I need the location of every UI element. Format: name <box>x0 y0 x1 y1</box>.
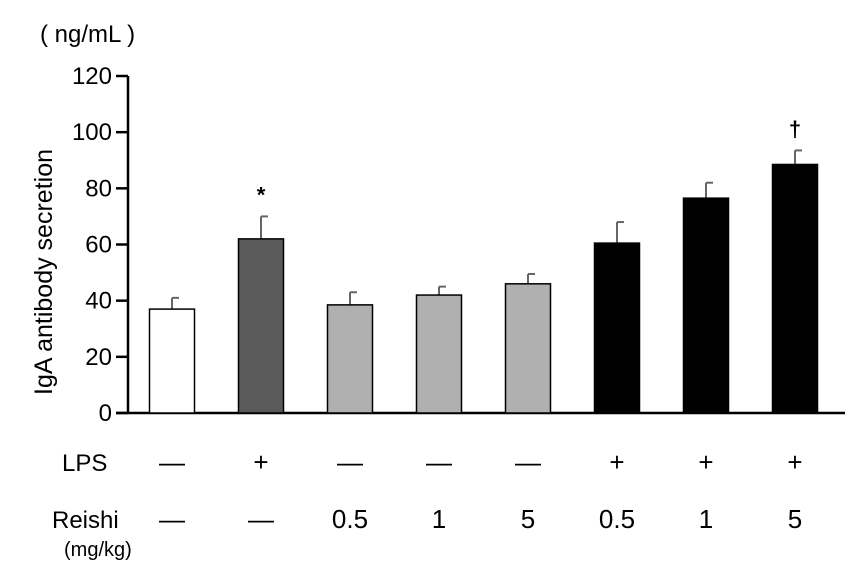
reishi-cell: 1 <box>699 504 713 534</box>
unit-label: ( ng/mL ) <box>40 21 135 48</box>
lps-cell: — <box>426 447 452 477</box>
bar <box>771 163 819 414</box>
lps-cell: — <box>159 447 185 477</box>
lps-cell: + <box>609 447 624 477</box>
y-tick-label: 40 <box>85 288 112 315</box>
y-tick-label: 100 <box>72 119 112 146</box>
reishi-cell: 0.5 <box>332 504 368 534</box>
bars-group: *† <box>148 116 819 414</box>
reishi-cell: 0.5 <box>599 504 635 534</box>
bar <box>148 308 196 414</box>
reishi-cell: 1 <box>432 504 446 534</box>
lps-row-label: LPS <box>62 450 107 477</box>
y-axis-label: IgA antibody secretion <box>30 149 58 395</box>
reishi-cell: — <box>159 504 185 534</box>
bar <box>237 238 285 414</box>
bar <box>504 283 552 414</box>
condition-rows: LPS Reishi (mg/kg) — — + — — 0.5 — 1 — 5 +0.5 +1 +5 <box>52 447 803 561</box>
lps-cell: + <box>698 447 713 477</box>
lps-cell: — <box>515 447 541 477</box>
y-tick-label: 0 <box>99 400 112 427</box>
y-tick-label: 60 <box>85 232 112 259</box>
lps-cell: + <box>787 447 802 477</box>
bar <box>593 242 641 414</box>
bar <box>415 294 463 414</box>
bar <box>326 304 374 414</box>
reishi-row-label: Reishi <box>52 507 119 534</box>
y-tick-label: 80 <box>85 175 112 202</box>
reishi-unit-label: (mg/kg) <box>64 539 132 561</box>
lps-cell: + <box>253 447 268 477</box>
significance-marker: * <box>257 182 266 207</box>
significance-marker: † <box>789 116 801 141</box>
bar <box>682 197 730 414</box>
lps-cell: — <box>337 447 363 477</box>
reishi-cell: 5 <box>788 504 802 534</box>
y-axis: 0 20 40 60 80 100 120 <box>72 63 845 427</box>
reishi-cell: — <box>248 504 274 534</box>
reishi-cell: 5 <box>521 504 535 534</box>
y-tick-label: 20 <box>85 344 112 371</box>
y-tick-label: 120 <box>72 63 112 90</box>
